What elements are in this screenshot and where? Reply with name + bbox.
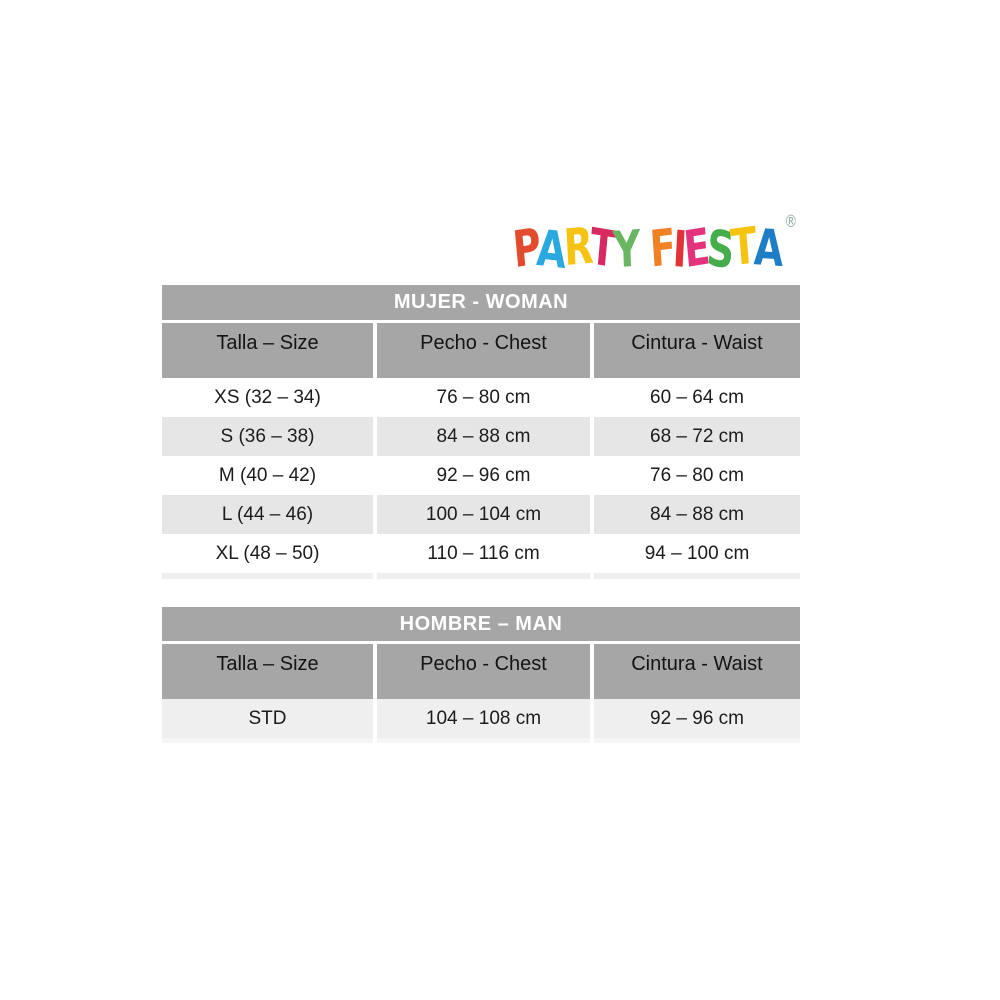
size-cell: STD	[162, 699, 373, 738]
waist-cell: 92 – 96 cm	[594, 699, 800, 738]
size-cell: XL (48 – 50)	[162, 534, 373, 573]
waist-cell: 76 – 80 cm	[594, 456, 800, 495]
column-header-size-label: Talla – Size	[216, 653, 319, 675]
column-header-waist-label: Cintura - Waist	[631, 653, 763, 675]
waist-cell: 68 – 72 cm	[594, 417, 800, 456]
chest-cell: 110 – 116 cm	[377, 534, 590, 573]
woman-table-grid: Talla – Size Pecho - Chest Cintura - Wai…	[162, 323, 800, 579]
column-header-waist-label: Cintura - Waist	[631, 332, 763, 354]
chest-cell: 104 – 108 cm	[377, 699, 590, 738]
logo-letter: Y	[611, 219, 642, 280]
table-bottom-strip	[162, 738, 373, 743]
size-cell: S (36 – 38)	[162, 417, 373, 456]
waist-cell: 84 – 88 cm	[594, 495, 800, 534]
size-cell: L (44 – 46)	[162, 495, 373, 534]
waist-cell: 60 – 64 cm	[594, 378, 800, 417]
logo-letter: A	[752, 217, 785, 279]
man-table-title: HOMBRE – MAN	[162, 607, 800, 641]
table-bottom-strip	[377, 573, 590, 579]
column-header-waist: Cintura - Waist	[594, 644, 800, 699]
table-bottom-strip	[594, 738, 800, 743]
column-header-chest: Pecho - Chest	[377, 323, 590, 378]
table-bottom-strip	[377, 738, 590, 743]
size-cell: XS (32 – 34)	[162, 378, 373, 417]
chest-cell: 76 – 80 cm	[377, 378, 590, 417]
man-size-table: HOMBRE – MAN Talla – Size Pecho - Chest …	[162, 607, 800, 743]
size-cell: M (40 – 42)	[162, 456, 373, 495]
chest-cell: 100 – 104 cm	[377, 495, 590, 534]
table-bottom-strip	[594, 573, 800, 579]
logo-word-party: P A R T Y	[510, 216, 642, 280]
chest-cell: 84 – 88 cm	[377, 417, 590, 456]
woman-size-table: MUJER - WOMAN Talla – Size Pecho - Chest…	[162, 285, 800, 579]
registered-trademark-icon: ®	[784, 212, 798, 233]
column-header-chest-label: Pecho - Chest	[420, 653, 547, 675]
party-fiesta-logo: P A R T Y F I E S T A ®	[495, 210, 815, 287]
column-header-waist: Cintura - Waist	[594, 323, 800, 378]
column-header-chest-label: Pecho - Chest	[420, 332, 547, 354]
waist-cell: 94 – 100 cm	[594, 534, 800, 573]
chest-cell: 92 – 96 cm	[377, 456, 590, 495]
table-bottom-strip	[162, 573, 373, 579]
column-header-size: Talla – Size	[162, 323, 373, 378]
column-header-size-label: Talla – Size	[216, 332, 319, 354]
column-header-size: Talla – Size	[162, 644, 373, 699]
logo-word-fiesta: F I E S T A	[648, 216, 785, 280]
column-header-chest: Pecho - Chest	[377, 644, 590, 699]
man-table-grid: Talla – Size Pecho - Chest Cintura - Wai…	[162, 644, 800, 743]
woman-table-title: MUJER - WOMAN	[162, 285, 800, 320]
